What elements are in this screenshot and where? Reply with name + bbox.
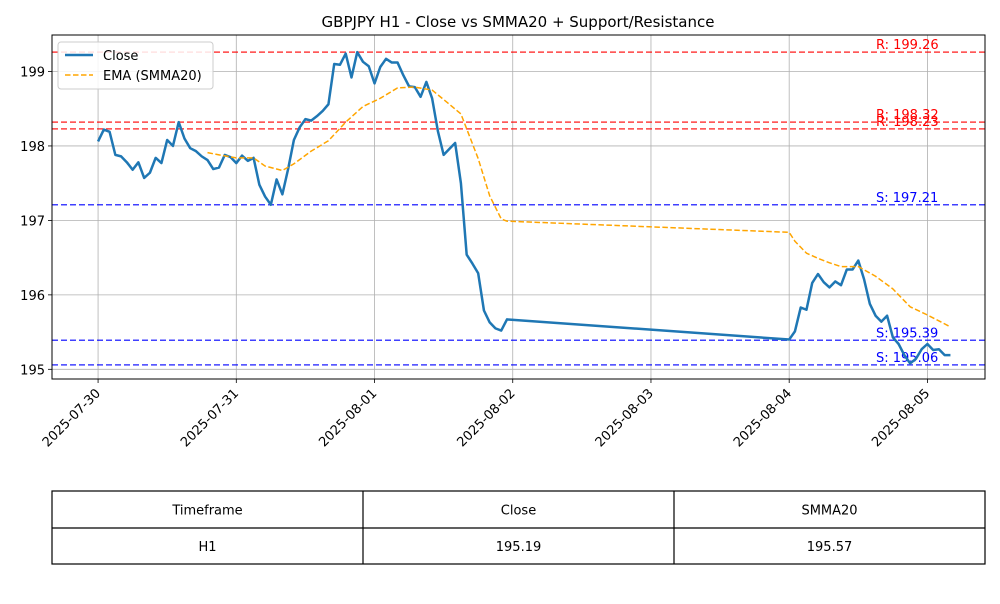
legend: Close EMA (SMMA20): [57, 41, 214, 90]
legend-box: [57, 41, 214, 90]
chart-title: GBPJPY H1 - Close vs SMMA20 + Support/Re…: [322, 13, 715, 31]
y-tick-label: 196: [20, 289, 45, 304]
y-tick-label: 195: [20, 363, 45, 378]
resistance-label: R: 198.23: [876, 115, 939, 130]
legend-label: Close: [103, 49, 138, 64]
legend-label: EMA (SMMA20): [103, 69, 202, 84]
summary-table: Timeframe Close SMMA20 H1 195.19 195.57: [51, 490, 986, 565]
table-cell: H1: [198, 540, 216, 555]
plot-frame: [51, 34, 986, 380]
table-cell: 195.57: [807, 540, 853, 555]
series-line-1: [207, 86, 951, 328]
y-tick-label: 197: [20, 214, 45, 229]
series-layer: [96, 50, 951, 365]
table-cell: 195.19: [496, 540, 542, 555]
grid-layer: [52, 35, 985, 379]
y-tick-label: 199: [20, 65, 45, 80]
resistance-label: R: 198.32: [876, 108, 939, 123]
y-tick-label: 198: [20, 140, 45, 155]
table-header-cell: Close: [501, 504, 536, 519]
resistance-label: R: 199.26: [876, 38, 939, 53]
support-label: S: 197.21: [876, 191, 938, 206]
table-header-cell: Timeframe: [171, 504, 242, 519]
support-label: S: 195.39: [876, 326, 938, 341]
table-header-cell: SMMA20: [801, 504, 857, 519]
support-resistance-layer: R: 199.26 R: 198.32R: 198.23 S: 197.21 S: 1…: [52, 38, 985, 366]
